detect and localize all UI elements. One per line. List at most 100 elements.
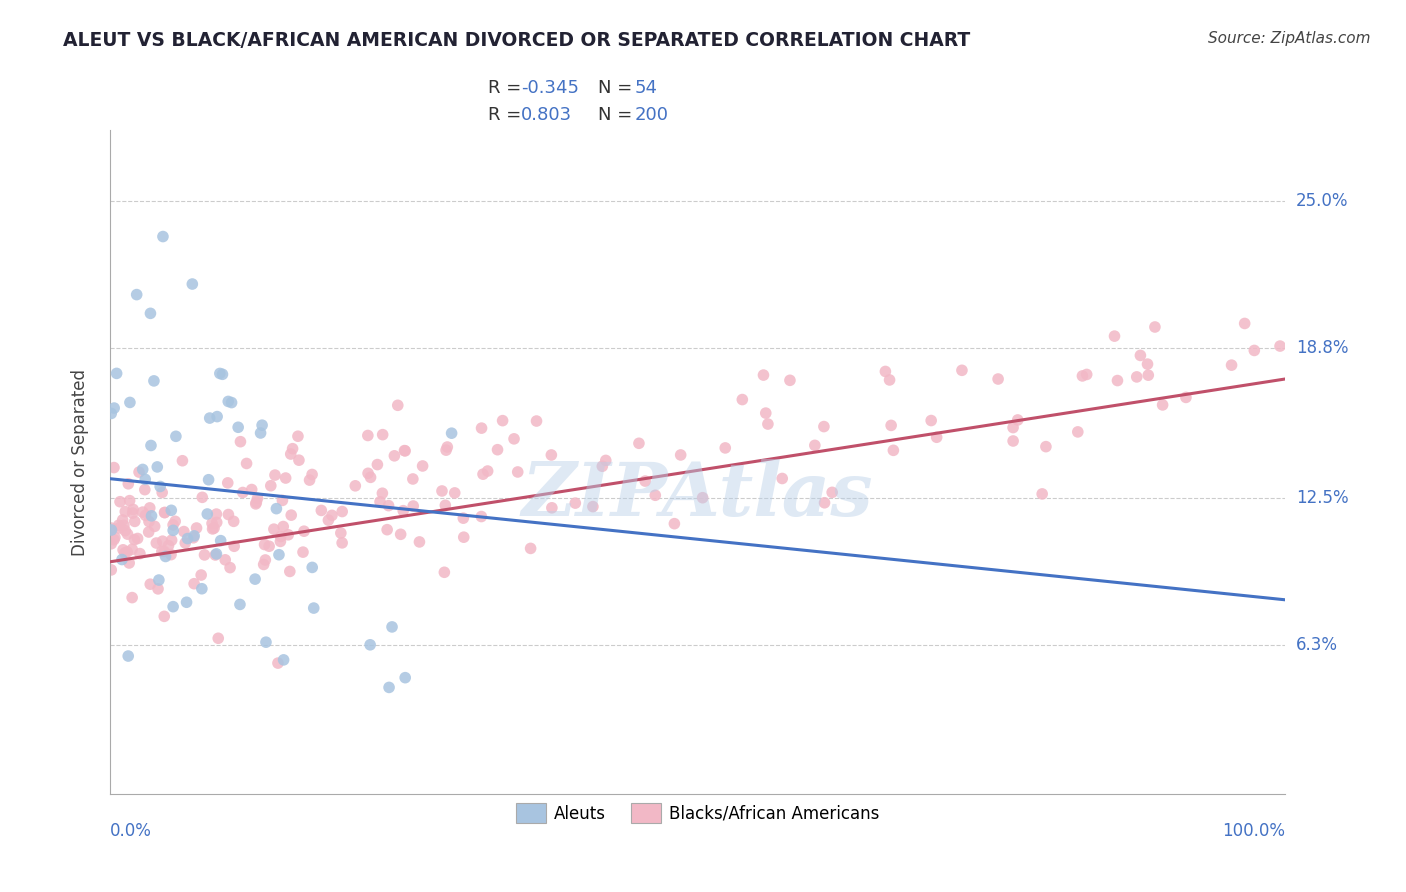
Point xyxy=(229,434,252,449)
Point xyxy=(160,548,183,562)
Point xyxy=(634,474,657,488)
Point xyxy=(100,563,122,577)
Point xyxy=(190,568,212,582)
Point xyxy=(114,504,136,518)
Point xyxy=(330,504,353,518)
Point xyxy=(477,464,499,478)
Point xyxy=(253,537,276,551)
Point xyxy=(103,460,125,475)
Point xyxy=(114,546,136,560)
Point xyxy=(134,508,156,523)
Point xyxy=(371,427,394,442)
Point xyxy=(174,536,197,550)
Text: 0.803: 0.803 xyxy=(522,106,572,124)
Point xyxy=(368,495,391,509)
Text: 6.3%: 6.3% xyxy=(1296,636,1339,654)
Point xyxy=(280,508,302,523)
Point xyxy=(235,457,257,471)
Point xyxy=(925,430,948,444)
Point xyxy=(394,671,416,685)
Point xyxy=(1233,317,1256,331)
Point xyxy=(1268,339,1291,353)
Point xyxy=(131,505,153,519)
Point xyxy=(875,364,897,378)
Point xyxy=(526,414,548,428)
Point xyxy=(360,470,382,484)
Point xyxy=(209,533,232,548)
Point xyxy=(1107,374,1129,388)
Point xyxy=(214,553,236,567)
Point xyxy=(139,577,162,591)
Point xyxy=(176,532,198,546)
Point xyxy=(134,483,156,497)
Point xyxy=(197,473,219,487)
Point xyxy=(148,573,170,587)
Point xyxy=(222,514,245,528)
Point xyxy=(249,425,271,440)
Point xyxy=(1035,440,1057,454)
Point xyxy=(273,653,295,667)
Point xyxy=(181,277,204,291)
Point xyxy=(142,374,165,388)
Point xyxy=(205,516,228,530)
Point xyxy=(627,436,650,450)
Point xyxy=(440,426,463,441)
Text: 100.0%: 100.0% xyxy=(1222,822,1285,840)
Point xyxy=(121,542,143,557)
Point xyxy=(503,432,526,446)
Point xyxy=(270,530,292,544)
Point xyxy=(779,373,801,387)
Point xyxy=(344,479,367,493)
Point xyxy=(229,598,252,612)
Point xyxy=(254,553,277,567)
Point xyxy=(359,638,381,652)
Point xyxy=(139,306,162,320)
Point xyxy=(412,458,434,473)
Point xyxy=(257,539,280,553)
Point xyxy=(118,493,141,508)
Point xyxy=(100,537,122,551)
Point xyxy=(100,407,122,421)
Point xyxy=(813,496,835,510)
Point xyxy=(134,472,156,486)
Point xyxy=(217,508,239,522)
Point xyxy=(301,560,323,574)
Point xyxy=(564,496,586,510)
Point xyxy=(472,467,495,482)
Point xyxy=(183,529,205,543)
Point xyxy=(183,531,205,545)
Point xyxy=(118,556,141,570)
Point xyxy=(377,499,399,513)
Point xyxy=(540,448,562,462)
Point xyxy=(195,507,218,521)
Point xyxy=(1002,434,1025,448)
Point xyxy=(378,681,401,695)
Point xyxy=(165,429,187,443)
Text: 18.8%: 18.8% xyxy=(1296,339,1348,357)
Point xyxy=(1076,368,1098,382)
Point xyxy=(186,521,208,535)
Text: -0.345: -0.345 xyxy=(522,78,579,97)
Point xyxy=(141,508,163,523)
Point xyxy=(205,547,228,561)
Point xyxy=(121,506,143,520)
Point xyxy=(301,467,323,482)
Point xyxy=(264,468,287,483)
Point xyxy=(541,500,564,515)
Point xyxy=(287,429,309,443)
Point xyxy=(172,454,194,468)
Point xyxy=(470,509,492,524)
Point xyxy=(433,566,456,580)
Point xyxy=(127,532,149,546)
Point xyxy=(201,522,224,536)
Point xyxy=(152,229,174,244)
Point xyxy=(107,518,129,533)
Point xyxy=(267,548,290,562)
Point xyxy=(752,368,775,382)
Point xyxy=(1220,358,1243,372)
Point xyxy=(506,465,529,479)
Point xyxy=(434,443,457,458)
Point xyxy=(191,491,214,505)
Point xyxy=(118,395,141,409)
Point xyxy=(281,442,304,456)
